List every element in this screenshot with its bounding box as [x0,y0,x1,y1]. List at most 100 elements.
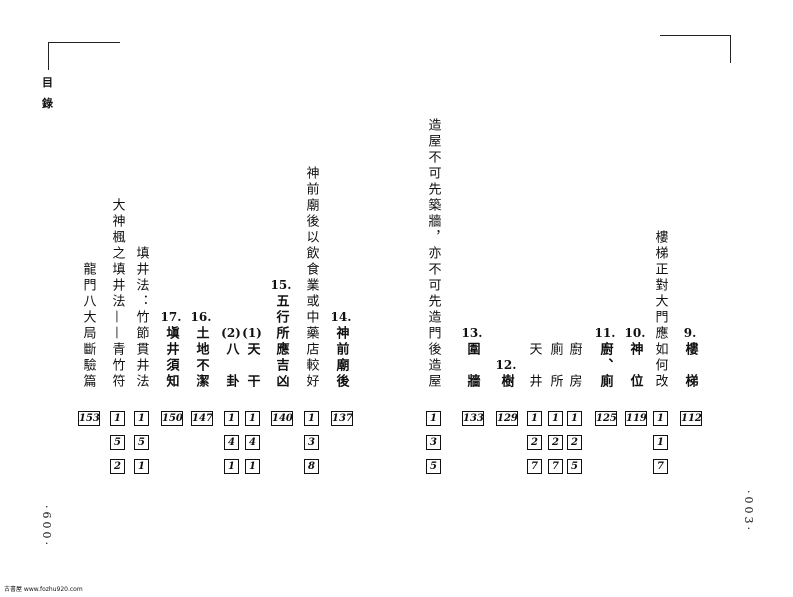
page-digit-box: 3 [304,435,319,450]
entry-title: 土地不潔 [193,326,209,390]
page-digit-box: 4 [224,435,239,450]
page-digit-box: 1 [134,411,149,426]
page-digit-box: 3 [426,435,441,450]
page-digit-box: 4 [245,435,260,450]
entry-title: 廚、廁 [597,342,613,390]
entry-title: 神 位 [627,342,643,390]
entry-title: 天 干 [244,342,260,390]
entry-title: 填井法：竹節貫井法 [133,246,149,390]
page-digit-box: 7 [548,459,563,474]
page-box: 147 [191,411,213,426]
page-digit-box: 2 [567,435,582,450]
toc-entry: 樓梯正對大門應如何改 [648,230,672,390]
toc-entry: 10. 神 位 [623,326,647,390]
entry-number: 11. [594,326,616,340]
entry-number: 10. [624,326,646,340]
page-digit-box: 1 [134,459,149,474]
entry-title: 樓梯正對大門應如何改 [652,230,668,390]
toc-entry: (2) 八 卦 [219,326,243,390]
entry-title: 廁 所 [547,342,563,390]
toc-entry: 9. 樓 梯 [678,326,702,390]
corner-line [730,35,731,63]
toc-entry: 填井法：竹節貫井法 [129,246,153,390]
toc-entry: 天 井 [522,342,546,390]
entry-number: 16. [190,310,212,324]
entry-number: 14. [330,310,352,324]
page-digit-box: 1 [224,459,239,474]
entry-title: 圍 牆 [464,342,480,390]
page-digit-box: 2 [110,459,125,474]
page-digit-box: 1 [426,411,441,426]
toc-entry: 15. 五行所應吉凶 [269,278,293,390]
entry-title: 龍門八大局斷驗篇 [80,262,96,390]
toc-entry: 13. 圍 牆 [460,326,484,390]
toc-entry: 11. 廚、廁 [593,326,617,390]
entry-title: 天 井 [526,342,542,390]
toc-entry: 龍門八大局斷驗篇 [76,262,100,390]
page-box: 125 [595,411,617,426]
page-digit-box: 5 [567,459,582,474]
entry-number: 15. [270,278,292,292]
entry-title: 八 卦 [223,342,239,390]
entry-title: 造屋不可先築牆，亦不可先造門後造屋 [425,118,441,390]
page-box: 153 [78,411,100,426]
entry-number: (1) [242,326,262,340]
page-digit-box: 1 [653,411,668,426]
page-digit-box: 1 [245,459,260,474]
corner-line [660,35,730,36]
entry-title: 神前廟後 [333,326,349,390]
page-digit-box: 2 [527,435,542,450]
page-number: ·003· [742,490,755,533]
page-digit-box: 5 [110,435,125,450]
toc-entry: 14. 神前廟後 [329,310,353,390]
page-digit-box: 2 [548,435,563,450]
page-digit-box: 7 [653,459,668,474]
entry-number: (2) [221,326,241,340]
toc-entry: 廚 房 [562,342,586,390]
page-digit-box: 1 [548,411,563,426]
entry-title: 神前廟後以飲食業或中藥店較好 [303,166,319,390]
entry-number: 13. [461,326,483,340]
entry-title: 樓 梯 [682,342,698,390]
page-digit-box: 7 [527,459,542,474]
page-box: 112 [680,411,702,426]
page-digit-box: 1 [224,411,239,426]
page-digit-box: 5 [134,435,149,450]
toc-entry: 廁 所 [543,342,567,390]
page-digit-box: 1 [567,411,582,426]
entry-title: 塡井須知 [163,326,179,390]
entry-title: 五行所應吉凶 [273,294,289,390]
page-digit-box: 1 [245,411,260,426]
corner-line [48,42,120,43]
page-digit-box: 1 [304,411,319,426]
page-box: 129 [496,411,518,426]
page-box: 137 [331,411,353,426]
entry-title: 大神楓之填井法——青竹符 [109,198,125,390]
entry-title: 廚 房 [566,342,582,390]
page-number: ·600· [40,505,53,548]
toc-entry: 17. 塡井須知 [159,310,183,390]
page-digit-box: 1 [653,435,668,450]
page-box: 119 [625,411,647,426]
entry-number: 17. [160,310,182,324]
toc-entry: 大神楓之填井法——青竹符 [105,198,129,390]
toc-entry: 造屋不可先築牆，亦不可先造門後造屋 [421,118,445,390]
page-digit-box: 8 [304,459,319,474]
page-box: 150 [161,411,183,426]
entry-number: 12. [495,358,517,372]
corner-line [48,42,49,70]
toc-entry: 12. 樹 [494,358,518,390]
toc-entry: (1) 天 干 [240,326,264,390]
page-digit-box: 5 [426,459,441,474]
entry-number: 9. [683,326,697,340]
toc-entry: 神前廟後以飲食業或中藥店較好 [299,166,323,390]
page-digit-box: 1 [110,411,125,426]
watermark: 古書屋 www.fozhu920.com [4,586,83,593]
page-digit-box: 1 [527,411,542,426]
entry-title: 樹 [498,374,514,390]
header-label: 目 [42,76,53,89]
header-label: 錄 [42,97,53,110]
page-box: 140 [271,411,293,426]
page-box: 133 [462,411,484,426]
